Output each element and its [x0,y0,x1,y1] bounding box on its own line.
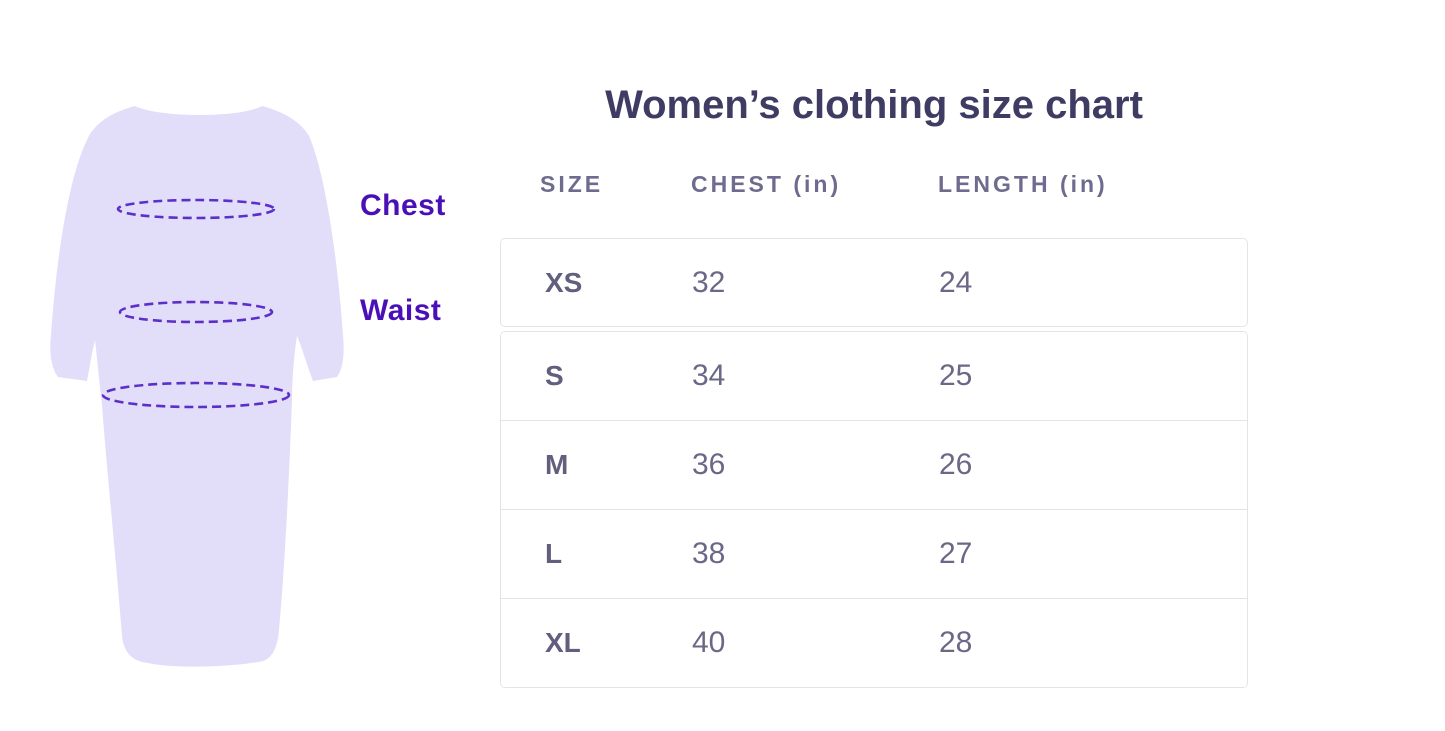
chest-label: Chest [360,189,446,222]
length-cell: 25 [939,359,973,392]
column-header-length: LENGTH (in) [938,171,1108,197]
page-title: Women’s clothing size chart [605,83,1143,127]
dress-silhouette [50,106,344,667]
chest-measure-line [116,198,276,220]
table-row: XS 32 24 [500,238,1248,327]
length-cell: 27 [939,537,973,570]
size-cell: M [545,449,569,480]
table-row: XL 40 28 [501,598,1247,687]
length-cell: 26 [939,448,973,481]
chest-cell: 40 [692,626,726,659]
table-header-row: SIZE CHEST (in) LENGTH (in) [500,171,1248,198]
table-row: L 38 27 [501,509,1247,598]
size-cell: L [545,538,563,569]
chest-cell: 38 [692,537,726,570]
column-header-size: SIZE [540,171,604,197]
size-cell: S [545,360,564,391]
size-cell: XL [545,627,581,658]
chest-cell: 34 [692,359,726,392]
length-cell: 24 [939,265,973,299]
chest-cell: 36 [692,448,726,481]
size-cell: XS [545,266,583,298]
dress-illustration [50,106,344,667]
column-header-chest: CHEST (in) [691,171,842,197]
waist-label: Waist [360,294,442,327]
table-row: S 34 25 [501,332,1247,420]
waist-measure-line [118,300,274,324]
hip-measure-line [101,381,291,409]
size-chart: Women’s clothing size chart SIZE CHEST (… [500,0,1248,731]
length-cell: 28 [939,626,973,659]
table-row: M 36 26 [501,420,1247,509]
table-body: S 34 25 M 36 26 L 38 27 XL 40 28 [500,331,1248,688]
chest-cell: 32 [692,265,726,299]
